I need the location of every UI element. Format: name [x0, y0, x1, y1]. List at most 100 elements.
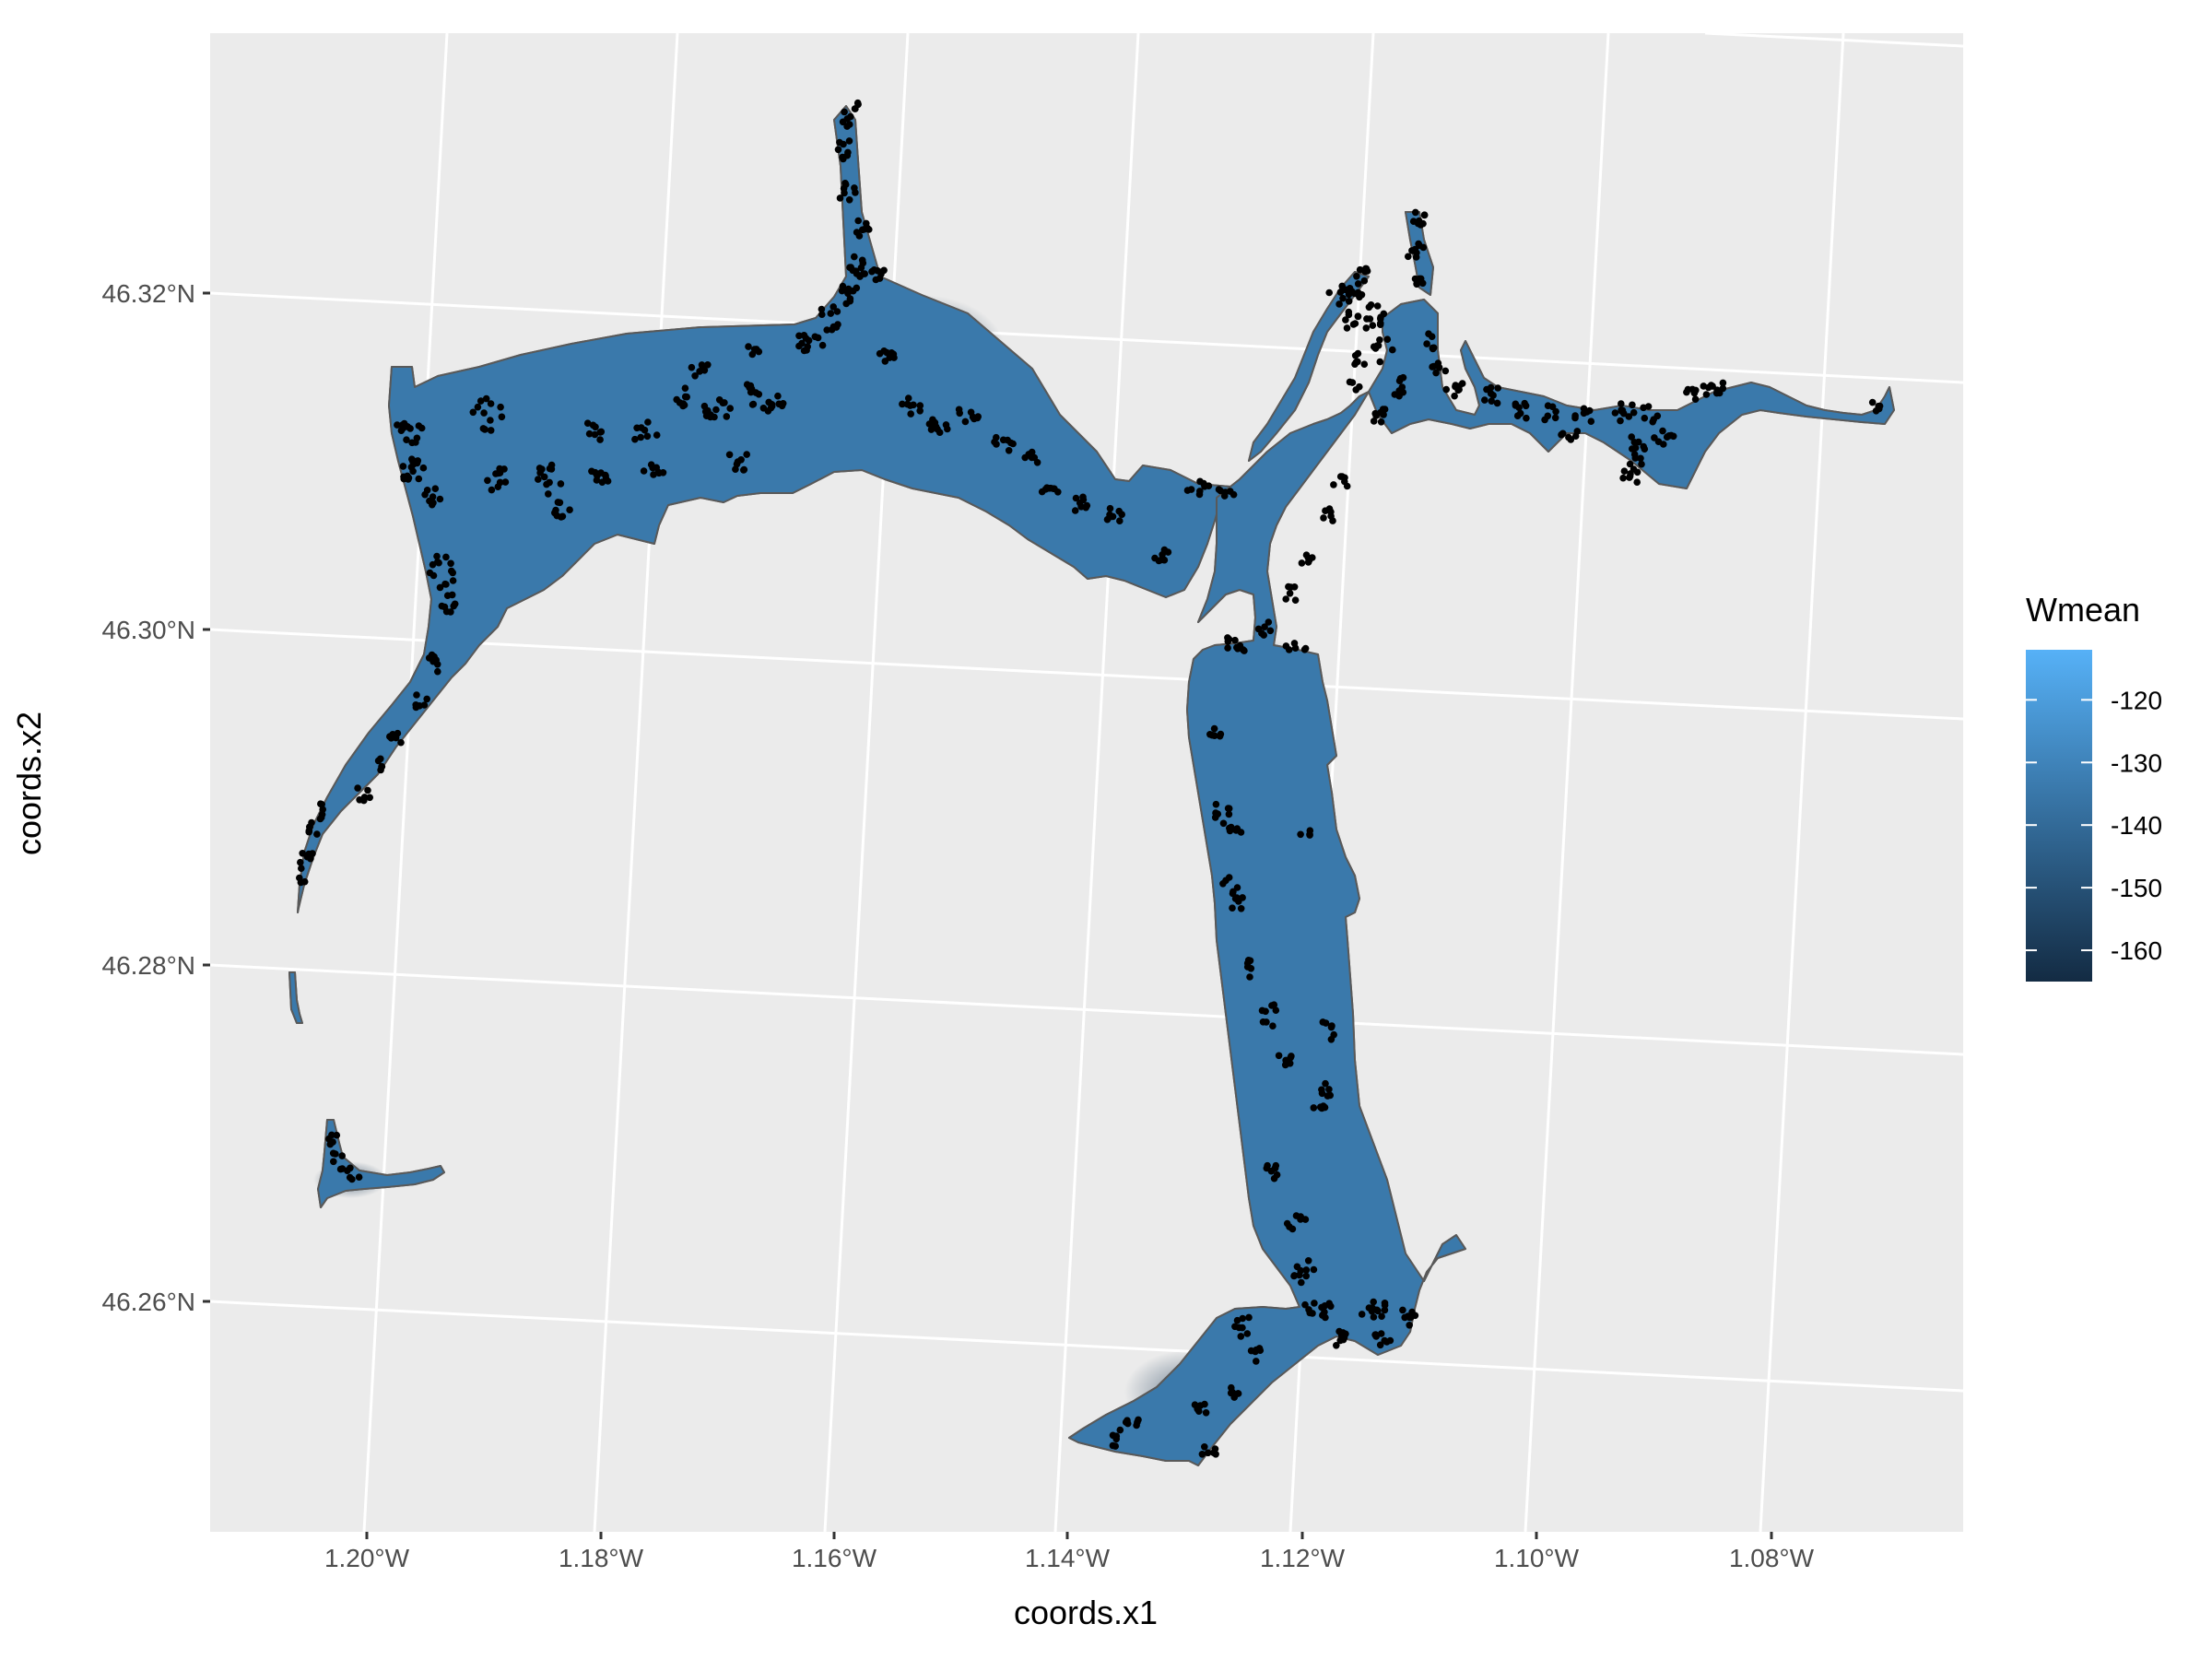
- observation-point: [436, 583, 444, 592]
- observation-point: [1333, 1342, 1340, 1349]
- observation-point: [1224, 644, 1231, 652]
- legend-label: -130: [2111, 748, 2162, 777]
- observation-point: [1322, 1079, 1329, 1088]
- observation-point: [1310, 1265, 1318, 1274]
- observation-point: [811, 333, 819, 341]
- observation-point: [1202, 1409, 1210, 1417]
- legend: Wmean -120 -130 -140 -150 -160: [2026, 591, 2162, 982]
- observation-point: [723, 413, 731, 420]
- observation-point: [355, 1173, 363, 1181]
- observation-point: [1201, 1443, 1208, 1451]
- meridian-line: [1759, 33, 1845, 1532]
- y-tick-label: 46.32°N: [102, 279, 196, 308]
- observation-point: [907, 410, 914, 418]
- observation-point: [845, 196, 853, 204]
- observation-point: [1237, 905, 1245, 912]
- observation-point: [1253, 1358, 1260, 1365]
- observation-point: [487, 417, 494, 424]
- observation-point: [1565, 433, 1572, 441]
- observation-point: [1338, 473, 1346, 480]
- observation-point: [1246, 973, 1253, 981]
- observation-point: [1360, 360, 1369, 369]
- observation-point: [447, 559, 454, 568]
- x-axis-title: coords.x1: [1014, 1594, 1158, 1631]
- observation-point: [1353, 273, 1360, 280]
- observation-point: [800, 332, 808, 339]
- observation-point: [838, 287, 846, 295]
- observation-point: [313, 830, 321, 838]
- observation-point: [1133, 1421, 1140, 1430]
- observation-point: [1417, 221, 1425, 229]
- observation-point: [1552, 407, 1559, 416]
- observation-point: [408, 439, 416, 447]
- observation-point: [743, 451, 750, 458]
- observation-point: [1260, 631, 1267, 639]
- observation-point: [328, 1131, 335, 1139]
- observation-point: [1625, 413, 1633, 420]
- observation-point: [436, 495, 444, 503]
- observation-point: [1219, 819, 1228, 828]
- observation-point: [588, 467, 595, 476]
- observation-point: [557, 480, 565, 488]
- observation-point: [818, 311, 826, 319]
- observation-point: [394, 421, 401, 429]
- observation-point: [1304, 1257, 1312, 1265]
- observation-point: [1291, 596, 1300, 604]
- observation-point: [1683, 388, 1690, 396]
- observation-point: [1430, 344, 1438, 352]
- observation-point: [857, 264, 865, 272]
- observation-point: [441, 603, 449, 611]
- observation-point: [1225, 810, 1233, 818]
- observation-point: [1381, 1301, 1389, 1309]
- observation-point: [1291, 644, 1300, 652]
- observation-point: [1292, 1212, 1300, 1219]
- observation-point: [1481, 396, 1488, 404]
- observation-point: [1227, 1389, 1235, 1397]
- observation-point: [881, 358, 889, 365]
- observation-point: [1286, 590, 1294, 597]
- observation-point: [426, 497, 433, 505]
- observation-point: [332, 1150, 339, 1158]
- observation-point: [1544, 412, 1552, 420]
- observation-point: [1217, 730, 1225, 738]
- observation-point: [1009, 440, 1017, 448]
- observation-point: [1321, 1308, 1328, 1316]
- observation-point: [903, 400, 912, 408]
- observation-point: [748, 350, 757, 359]
- observation-point: [1345, 311, 1353, 319]
- observation-point: [640, 467, 648, 475]
- observation-point: [1311, 1300, 1318, 1307]
- observation-point: [1206, 731, 1214, 738]
- observation-point: [469, 408, 477, 417]
- observation-point: [1395, 392, 1403, 400]
- observation-point: [338, 1165, 347, 1172]
- observation-point: [399, 463, 407, 470]
- observation-point: [1322, 1019, 1330, 1027]
- y-axis-title: coords.x2: [10, 712, 48, 855]
- observation-point: [1354, 312, 1362, 321]
- observation-point: [1233, 1316, 1241, 1324]
- observation-point: [1345, 290, 1353, 299]
- observation-point: [916, 407, 924, 415]
- observation-point: [1487, 383, 1495, 392]
- observation-point: [721, 399, 728, 406]
- observation-point: [1713, 386, 1721, 394]
- observation-point: [423, 695, 431, 703]
- observation-point: [1386, 1336, 1394, 1345]
- observation-point: [1395, 387, 1403, 394]
- observation-point: [745, 343, 752, 350]
- observation-point: [854, 217, 862, 225]
- observation-point: [477, 397, 485, 405]
- observation-point: [934, 425, 941, 433]
- observation-point: [828, 325, 836, 334]
- observation-point: [1336, 288, 1345, 296]
- observation-point: [1109, 1441, 1117, 1450]
- observation-point: [306, 823, 314, 830]
- observation-point: [1328, 1022, 1335, 1030]
- x-tick-label: 1.16°W: [792, 1544, 877, 1572]
- observation-point: [1306, 827, 1314, 834]
- wmean-raster: [288, 105, 1895, 1466]
- observation-point: [1719, 379, 1727, 387]
- observation-point: [1868, 398, 1877, 406]
- observation-point: [1580, 405, 1588, 413]
